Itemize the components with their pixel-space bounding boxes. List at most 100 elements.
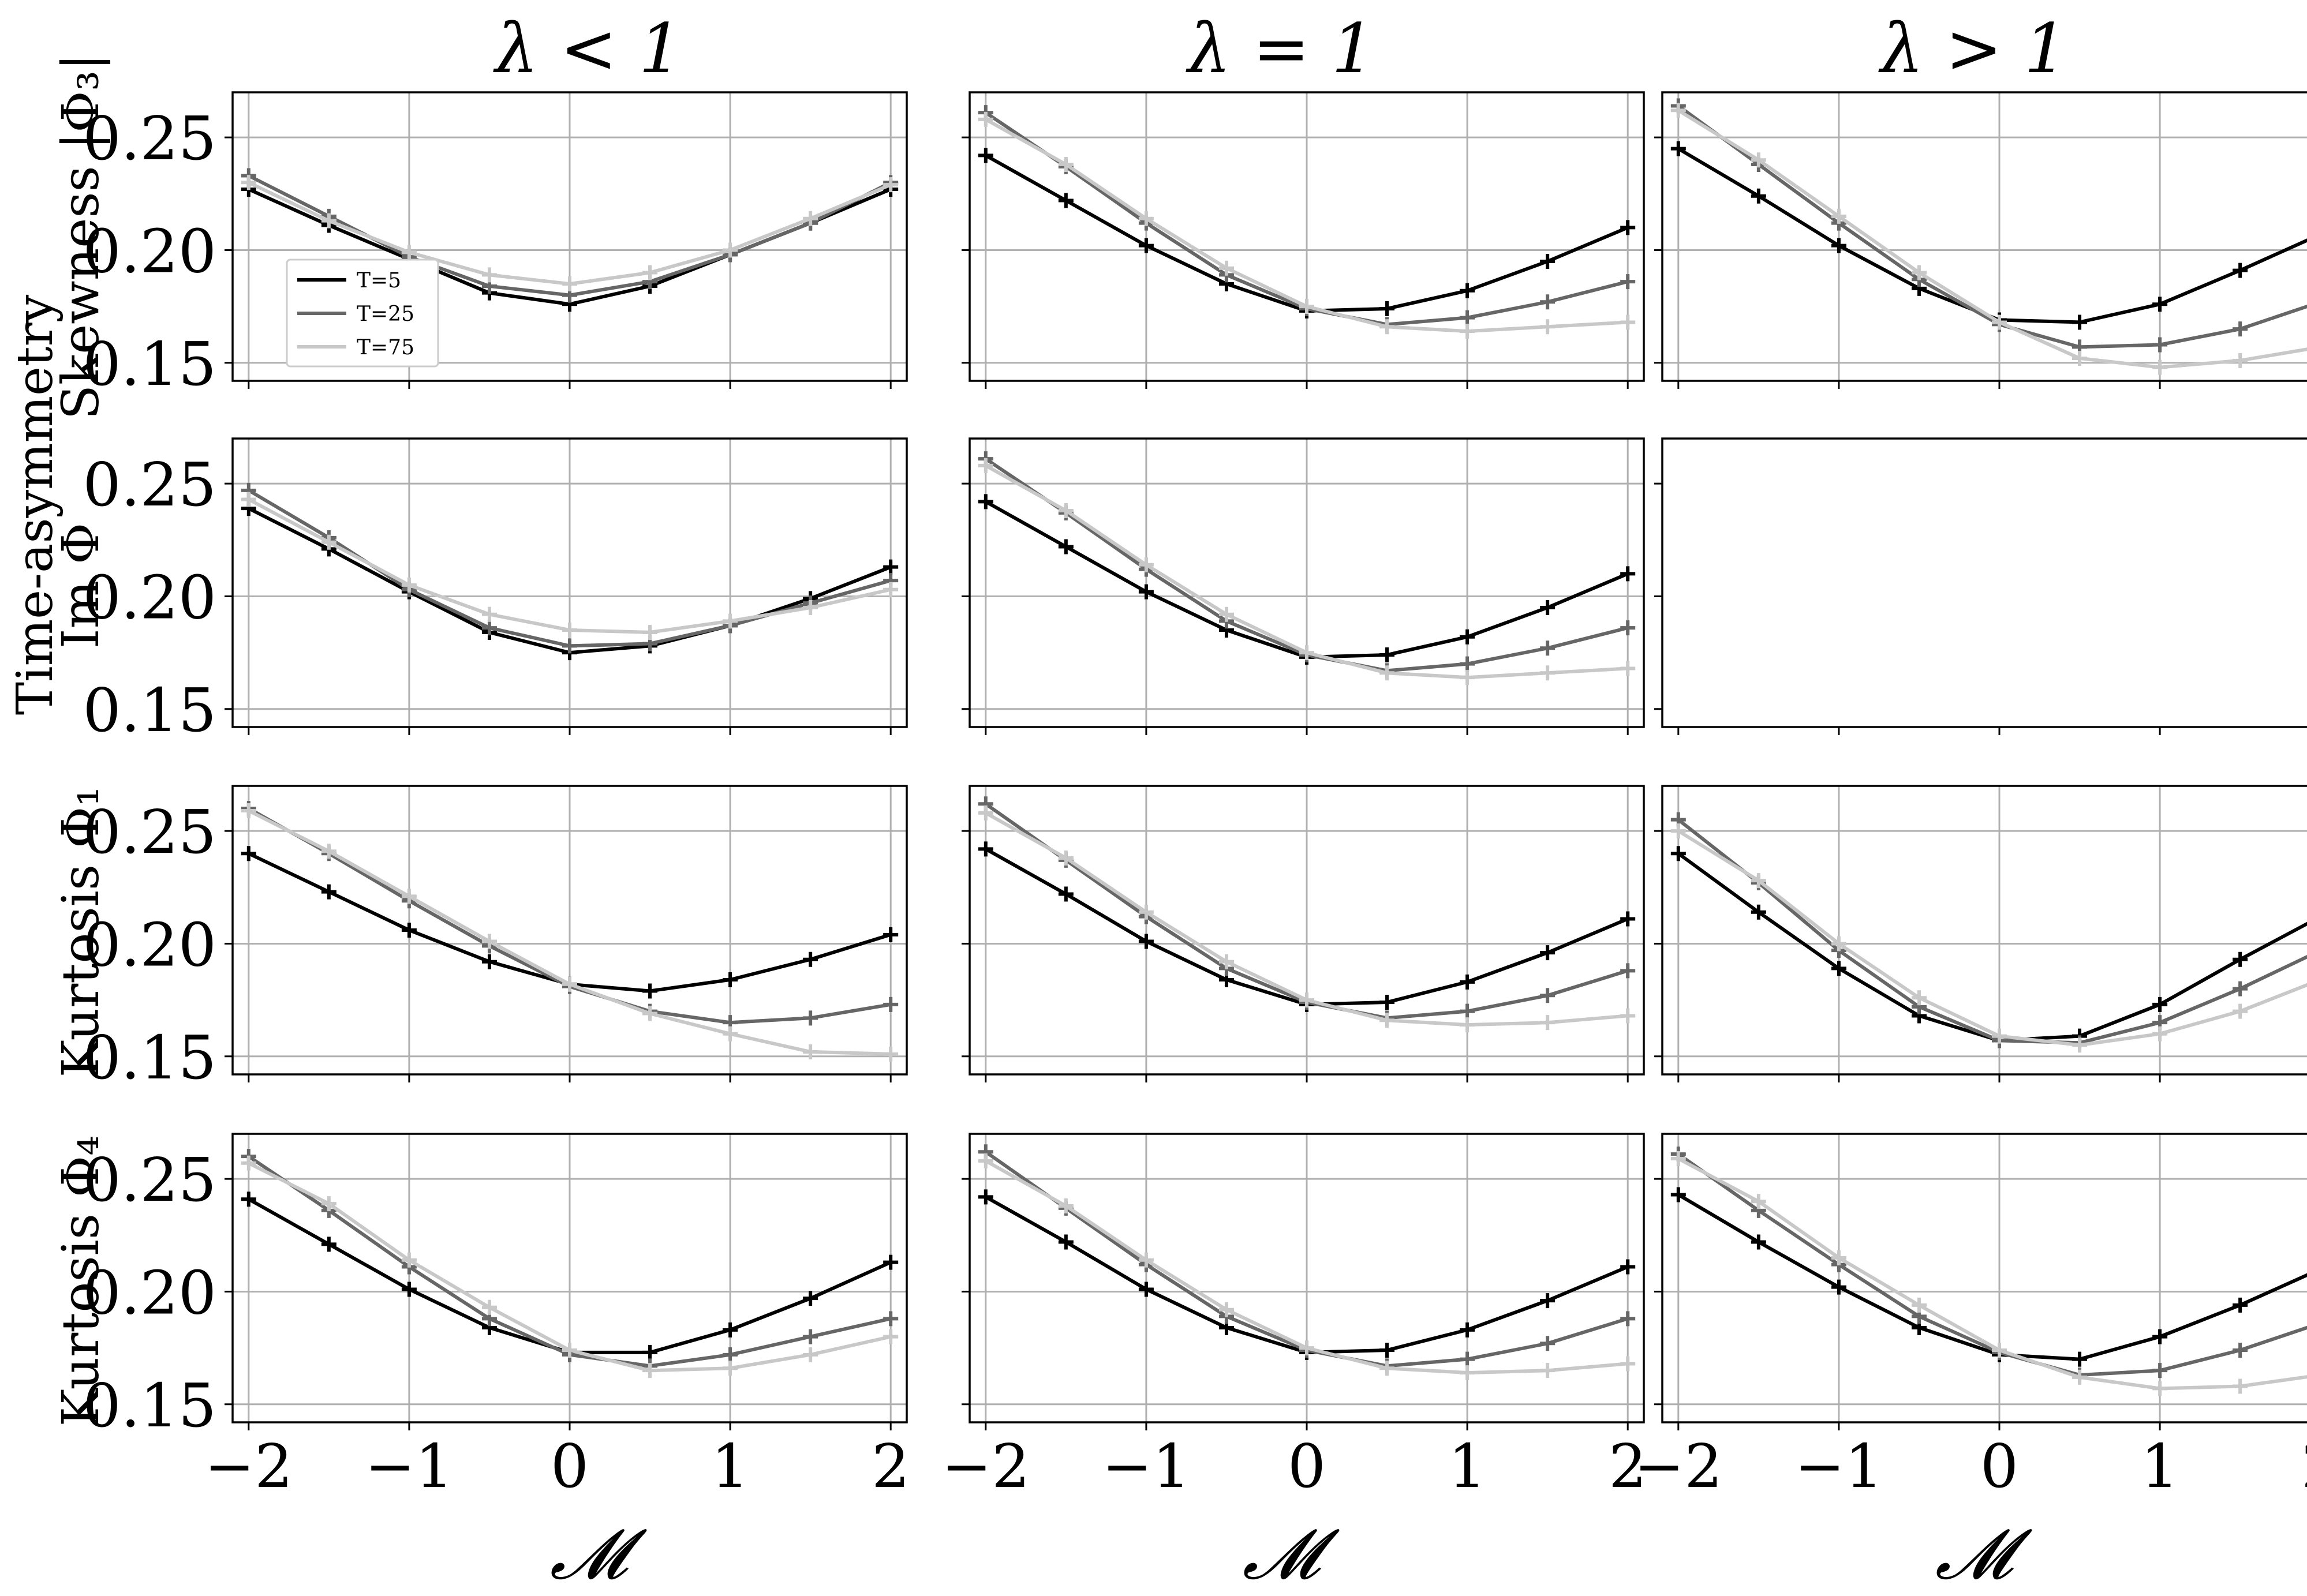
- data-point: [642, 1363, 658, 1378]
- x-tick-label: 1: [711, 1431, 749, 1501]
- data-point: [1540, 319, 1556, 335]
- data-point: [883, 559, 899, 575]
- data-point: [978, 458, 993, 473]
- data-point: [1379, 1361, 1395, 1376]
- data-point: [1911, 265, 1927, 280]
- x-tick-label: −1: [1102, 1431, 1190, 1501]
- data-point: [803, 1044, 818, 1059]
- data-point: [1460, 324, 1475, 339]
- series-line-T25: [1677, 1152, 2307, 1377]
- data-point: [1058, 193, 1074, 208]
- data-point: [1299, 1340, 1314, 1356]
- data-point: [1751, 904, 1766, 920]
- x-tick-label: −1: [1794, 1431, 1883, 1501]
- axes-frame: [1661, 91, 2307, 382]
- x-tick-label: 2: [872, 1431, 910, 1501]
- data-point: [1540, 988, 1556, 1003]
- legend: T=5 T=25 T=75: [286, 258, 439, 368]
- panel-r3-c1: −2 −1 0 1 2: [941, 1133, 1647, 1501]
- subplot-panels: 0.150.200.250.150.200.250.150.200.250.15…: [83, 91, 2307, 1501]
- data-point: [1460, 629, 1475, 645]
- xlabel-1: 𝓜: [1243, 1515, 1340, 1595]
- data-point: [1911, 1297, 1927, 1313]
- y-tick-label: 0.20: [83, 216, 216, 286]
- data-point: [1138, 557, 1154, 572]
- data-point: [1379, 1343, 1395, 1358]
- data-point: [1831, 1279, 1846, 1295]
- data-point: [1670, 823, 1686, 839]
- axes-frame: [231, 437, 908, 728]
- data-point: [1460, 670, 1475, 685]
- data-point: [2233, 981, 2248, 996]
- data-point: [1379, 319, 1395, 335]
- column-titles: λ < 1 λ = 1 λ > 1: [493, 9, 2067, 88]
- y-tick-label: 0.20: [83, 909, 216, 980]
- data-point: [1379, 665, 1395, 681]
- axes-frame: [231, 785, 908, 1076]
- row-labels: Skewness |Φ₃| Im Φ Kurtosis Φ₁ Kurtosis …: [51, 54, 110, 1427]
- data-point: [723, 1361, 738, 1376]
- data-point: [481, 1299, 497, 1315]
- axes-frame: [231, 1133, 908, 1423]
- data-point: [1670, 846, 1686, 861]
- data-point: [1299, 299, 1314, 314]
- data-point: [1831, 936, 1846, 951]
- row-label-1: Im Φ: [51, 523, 110, 649]
- data-point: [562, 638, 577, 654]
- x-tick-label: −2: [204, 1431, 293, 1501]
- data-point: [2233, 353, 2248, 368]
- row-label-3: Kurtosis Φ₄: [51, 1136, 110, 1427]
- data-point: [1138, 584, 1154, 600]
- data-point: [1992, 1028, 2007, 1044]
- y-tick-label: 0.15: [83, 329, 216, 399]
- data-point: [1218, 260, 1234, 276]
- data-point: [2233, 321, 2248, 337]
- data-point: [2072, 350, 2088, 366]
- x-tick-label: 0: [551, 1431, 589, 1501]
- axes-frame: [969, 785, 1645, 1076]
- axes-frame: [1661, 437, 2307, 728]
- data-point: [321, 844, 336, 859]
- data-point: [1670, 103, 1686, 118]
- data-point: [1299, 992, 1314, 1008]
- y-tick-label: 0.25: [83, 797, 216, 867]
- data-point: [2072, 1369, 2088, 1385]
- data-point: [1831, 238, 1846, 253]
- data-point: [2152, 297, 2168, 312]
- data-point: [1540, 600, 1556, 615]
- data-point: [1138, 211, 1154, 226]
- panel-r3-c2: −2 −1 0 1 2: [1634, 1133, 2307, 1501]
- data-point: [1058, 157, 1074, 172]
- data-point: [642, 1344, 658, 1360]
- data-point: [1540, 1336, 1556, 1351]
- data-point: [321, 1196, 336, 1212]
- data-point: [803, 1347, 818, 1362]
- data-point: [2152, 1381, 2168, 1396]
- data-point: [241, 846, 256, 861]
- data-point: [1670, 1151, 1686, 1166]
- series-line-T25: [1677, 104, 2307, 349]
- data-point: [1138, 238, 1154, 253]
- data-point: [1460, 656, 1475, 672]
- col-title-2: λ > 1: [1878, 9, 2067, 88]
- xlabel-2: 𝓜: [1935, 1515, 2033, 1595]
- data-point: [723, 972, 738, 987]
- data-point: [562, 1343, 577, 1358]
- panel-r1-c2: [1654, 437, 2307, 735]
- data-point: [1620, 963, 1636, 979]
- data-point: [562, 276, 577, 292]
- y-tick-label: 0.20: [83, 562, 216, 632]
- data-point: [723, 242, 738, 258]
- axes-frame: [1661, 1133, 2307, 1423]
- series-line-T25: [1677, 818, 2307, 1045]
- x-tick-label: 0: [1288, 1431, 1326, 1501]
- data-point: [978, 148, 993, 163]
- data-point: [2233, 263, 2248, 278]
- data-point: [1058, 1234, 1074, 1250]
- data-point: [1058, 539, 1074, 555]
- data-point: [1138, 934, 1154, 949]
- xlabel-0: 𝓜: [550, 1515, 648, 1595]
- x-tick-label: −2: [1634, 1431, 1722, 1501]
- col-title-1: λ = 1: [1186, 9, 1375, 88]
